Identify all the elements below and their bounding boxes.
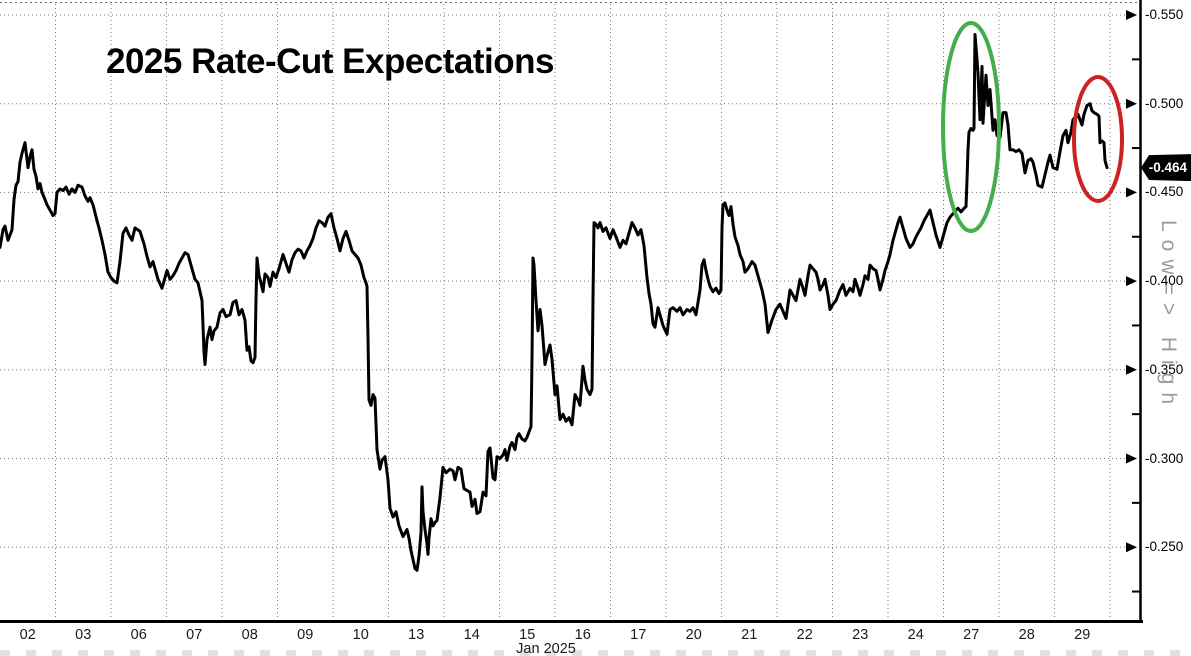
y-tick-label: -0.350 xyxy=(1145,361,1184,377)
x-tick-label: 23 xyxy=(852,627,869,643)
x-tick-label: 28 xyxy=(1018,627,1035,643)
x-axis-month-label: Jan 2025 xyxy=(516,641,576,656)
x-tick-label: 24 xyxy=(907,627,924,643)
y-major-tick-arrow xyxy=(1126,276,1137,287)
x-tick-label: 27 xyxy=(963,627,980,643)
y-major-tick-arrow xyxy=(1126,98,1137,109)
y-major-tick-arrow xyxy=(1126,364,1137,375)
x-tick-label: 21 xyxy=(741,627,758,643)
y-tick-label: -0.500 xyxy=(1145,95,1184,111)
x-tick-label: 09 xyxy=(297,627,314,643)
last-value-badge: -0.464 xyxy=(1141,154,1191,182)
x-tick-label: 06 xyxy=(130,627,147,643)
x-tick-label: 14 xyxy=(463,627,480,643)
x-tick-label: 13 xyxy=(408,627,425,643)
y-major-tick-arrow xyxy=(1126,187,1137,198)
y-tick-label: -0.550 xyxy=(1145,7,1184,22)
x-tick-label: 16 xyxy=(574,627,591,643)
x-tick-label: 20 xyxy=(685,627,702,643)
x-tick-label: 29 xyxy=(1074,627,1091,643)
y-major-tick-arrow xyxy=(1126,453,1137,464)
y-axis-name-label: Low=> High xyxy=(1157,220,1180,413)
y-tick-label: -0.450 xyxy=(1145,184,1184,200)
x-tick-label: 08 xyxy=(241,627,258,643)
x-tick-label: 02 xyxy=(19,627,36,643)
series-line xyxy=(0,33,1109,572)
y-major-tick-arrow xyxy=(1126,10,1137,20)
x-tick-label: 17 xyxy=(630,627,647,643)
x-tick-label: 22 xyxy=(796,627,813,643)
chart-title: 2025 Rate-Cut Expectations xyxy=(106,42,554,81)
y-tick-label: -0.300 xyxy=(1145,450,1184,466)
x-tick-label: 10 xyxy=(352,627,369,643)
x-tick-label: 07 xyxy=(186,627,203,643)
y-tick-label: -0.400 xyxy=(1145,273,1184,289)
x-tick-label: 15 xyxy=(519,627,536,643)
y-tick-label: -0.250 xyxy=(1145,539,1184,555)
y-major-tick-arrow xyxy=(1126,542,1137,553)
cropped-footer-strip xyxy=(0,650,1191,656)
green-highlight-ellipse xyxy=(941,21,1001,233)
red-highlight-ellipse xyxy=(1072,75,1124,203)
x-tick-label: 03 xyxy=(75,627,92,643)
